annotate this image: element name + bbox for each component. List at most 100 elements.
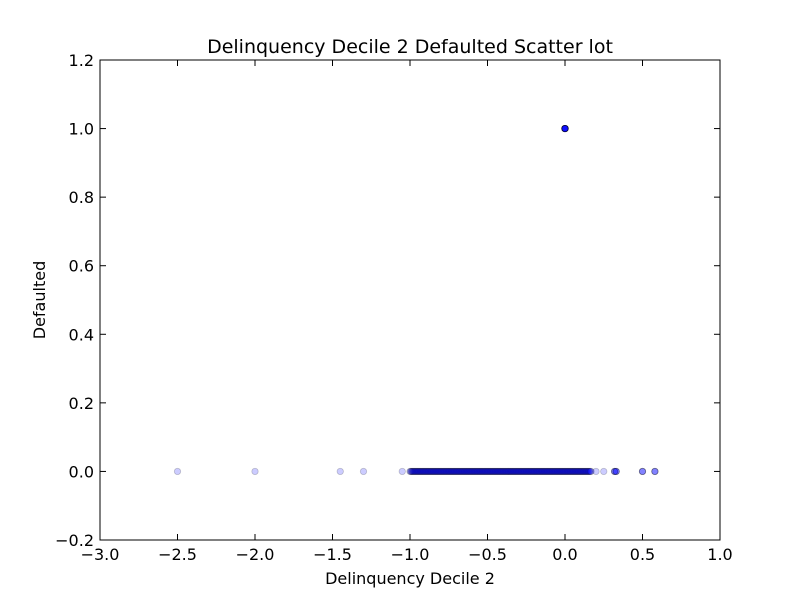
data-point [651,467,659,476]
data-point [526,467,534,476]
data-point [547,467,555,476]
data-point [506,467,514,476]
data-point [547,467,555,476]
data-point [544,467,552,476]
data-point [561,124,569,133]
data-point [460,467,468,476]
data-point [429,467,438,476]
data-point [426,467,435,476]
y-tick-label: 0.6 [69,257,94,276]
data-point [569,467,577,476]
data-point [407,467,415,476]
data-point [488,467,497,476]
data-point [561,124,569,133]
data-point [488,467,496,476]
data-point [553,467,562,476]
data-point [562,467,570,476]
data-point [521,467,529,476]
data-point [575,467,583,476]
data-point [565,467,573,476]
data-point [462,467,470,476]
data-point [584,467,593,476]
data-point [429,467,437,476]
data-point [561,124,569,133]
data-point [461,467,469,476]
data-point [563,467,572,476]
data-point [336,467,344,476]
data-point [463,467,471,476]
data-point [485,467,493,476]
data-point [413,467,421,476]
data-point [447,467,455,476]
data-point [491,467,500,476]
data-point [587,467,595,476]
data-point [441,467,449,476]
data-point [511,467,519,476]
data-point [454,467,462,476]
data-point [428,467,436,476]
data-point [523,467,531,476]
data-point [452,467,461,476]
data-point [586,467,594,476]
data-point [538,467,546,476]
data-point [520,467,528,476]
data-point [561,124,569,133]
data-point [436,467,444,476]
data-point [502,467,510,476]
y-tick-label: 0.4 [69,325,94,344]
data-point [433,467,441,476]
data-point [492,467,500,476]
data-point [577,467,585,476]
x-tick-label: −3.0 [81,545,120,564]
data-point [561,124,569,133]
data-point [549,467,557,476]
data-point [528,467,536,476]
data-point [503,467,511,476]
data-point [578,467,586,476]
data-point [638,467,647,476]
data-point [475,467,484,476]
data-point [583,467,591,476]
data-point [437,467,445,476]
data-point [501,467,510,476]
data-point [478,467,486,476]
data-point [443,467,451,476]
data-point [558,467,566,476]
data-point [494,467,502,476]
data-point [499,467,507,476]
data-point [470,467,479,476]
data-point [489,467,497,476]
data-point [473,467,482,476]
data-point [574,467,582,476]
data-point [576,467,584,476]
data-point [545,467,554,476]
data-point [548,467,556,476]
data-point [452,467,460,476]
data-point [534,467,542,476]
data-point [457,467,466,476]
y-tick-label: 0.8 [69,188,94,207]
data-point [521,467,529,476]
data-point [513,467,521,476]
data-point [527,467,535,476]
data-point [610,467,619,476]
data-point [556,467,564,476]
data-point [612,467,620,476]
data-point [543,467,551,476]
data-point [610,467,619,476]
data-point [490,467,498,476]
data-points [173,124,659,476]
data-point [555,467,564,476]
data-point [487,467,495,476]
x-tick-label: −2.0 [236,545,275,564]
data-point [359,467,368,476]
data-point [496,467,504,476]
data-point [571,467,579,476]
data-point [580,467,588,476]
data-point [474,467,482,476]
data-point [481,467,489,476]
data-point [446,467,454,476]
data-point [531,467,539,476]
data-point [497,467,505,476]
data-point [573,467,582,476]
